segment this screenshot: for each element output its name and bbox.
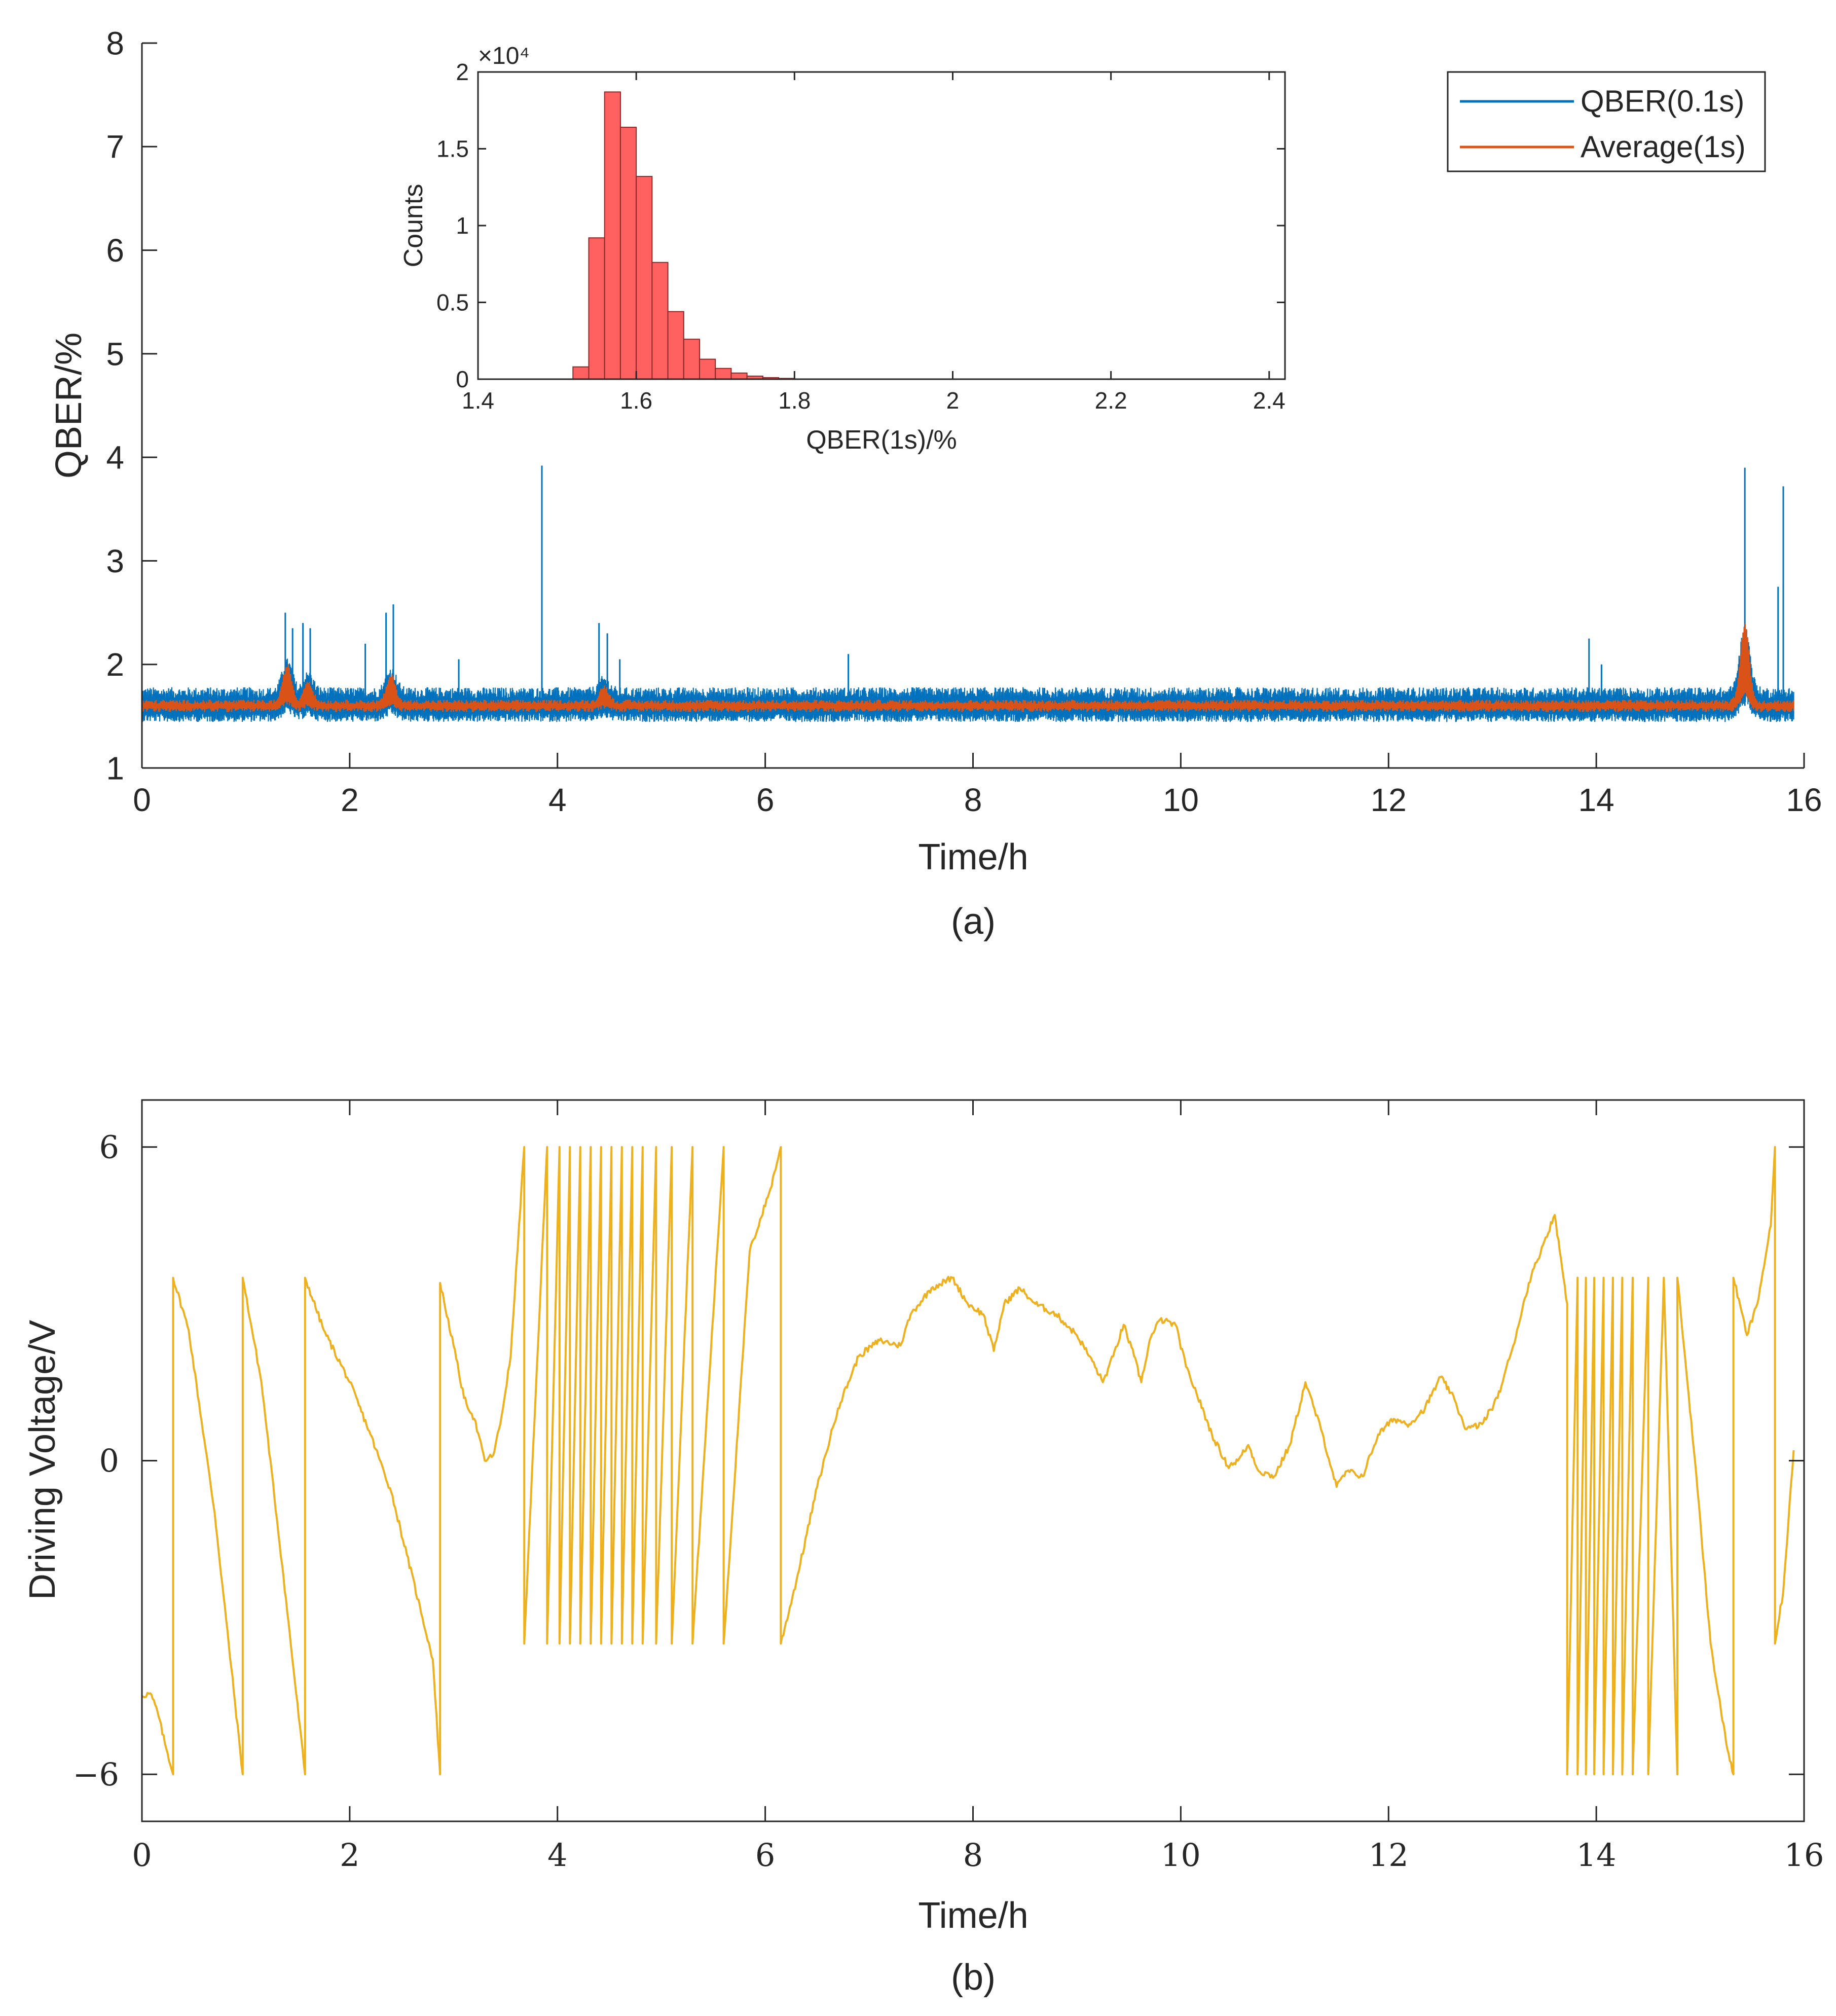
- panel-b-y-tick-label: −6: [73, 1756, 119, 1793]
- histogram-bar: [604, 91, 621, 380]
- panel-a-x-tick-label: 12: [1371, 782, 1407, 818]
- inset-y-axis-label: Counts: [399, 184, 428, 268]
- panel-a-y-tick-label: 6: [106, 232, 124, 269]
- panel-a-x-axis-label: Time/h: [918, 837, 1028, 877]
- histogram-bar: [572, 366, 590, 380]
- inset-y-tick-label: 0: [456, 366, 469, 392]
- panel-a-x-tick-label: 2: [341, 782, 359, 818]
- inset-x-tick-label: 1.4: [462, 387, 494, 414]
- average-series-line: [141, 624, 1794, 712]
- panel-b-x-axis-label: Time/h: [918, 1895, 1028, 1936]
- panel-b-series: [141, 1146, 1795, 1776]
- panel-a-x-tick-label: 8: [964, 782, 982, 818]
- histogram-bar: [588, 237, 605, 380]
- panel-a-y-tick-label: 8: [106, 25, 124, 61]
- panel-b-x-tick-label: 16: [1784, 1837, 1824, 1874]
- inset-y-tick-label: 1.5: [436, 136, 469, 162]
- panel-b-label: (b): [951, 1957, 996, 1998]
- panel-a-x-tick-label: 6: [756, 782, 775, 818]
- panel-a-y-tick-label: 5: [106, 336, 124, 372]
- panel-a-y-axis-label: QBER/%: [49, 333, 89, 479]
- histogram-bar: [683, 339, 701, 380]
- inset-x-tick-label: 2.2: [1095, 387, 1127, 414]
- histogram-bar: [667, 311, 684, 380]
- panel-a-y-tick-label: 1: [106, 750, 124, 786]
- histogram-bar: [699, 358, 716, 380]
- panel-b-x-tick-label: 8: [963, 1837, 983, 1874]
- histogram-bar: [651, 262, 669, 380]
- inset-x-axis-label: QBER(1s)/%: [806, 425, 957, 455]
- panel-a-y-tick-label: 4: [106, 439, 124, 476]
- histogram-bar: [715, 368, 732, 380]
- histogram-bar: [619, 127, 637, 380]
- inset-axes: 1.4 1.6 1.8 2 2.2 2.4 0 0.5 1 1.5 2: [436, 59, 1286, 414]
- panel-a-y-tick-label: 2: [106, 646, 124, 683]
- inset-y-multiplier: ×10⁴: [478, 43, 530, 69]
- panel-a-series: [141, 465, 1794, 722]
- legend-item-qber: QBER(0.1s): [1581, 84, 1744, 118]
- panel-b-y-tick-label: 0: [99, 1442, 119, 1479]
- panel-a-y-tick-label: 7: [106, 129, 124, 165]
- panel-b-x-tick-label: 14: [1576, 1837, 1617, 1874]
- panel-b-frame: [141, 1099, 1805, 1822]
- panel-b-x-tick-label: 0: [132, 1837, 152, 1874]
- panel-b-axes: 0 2 4 6 8 10 12 14 16 −6 0 6: [73, 1099, 1824, 1874]
- histogram-bar: [730, 372, 748, 380]
- legend-item-average: Average(1s): [1581, 130, 1746, 164]
- inset-histogram: 1.4 1.6 1.8 2 2.2 2.4 0 0.5 1 1.5 2 QBER(1s)/% Cou…: [399, 43, 1286, 455]
- panel-a-x-tick-label: 4: [548, 782, 567, 818]
- inset-y-tick-label: 0.5: [436, 289, 469, 316]
- panel-b-x-tick-label: 10: [1161, 1837, 1201, 1874]
- inset-x-tick-label: 1.8: [778, 387, 811, 414]
- inset-x-tick-label: 2: [946, 387, 960, 414]
- panel-a-x-tick-label: 0: [133, 782, 151, 818]
- panel-a-x-tick-label: 16: [1786, 782, 1822, 818]
- inset-x-tick-label: 1.6: [620, 387, 652, 414]
- panel-a-x-tick-label: 10: [1163, 782, 1199, 818]
- panel-b-x-tick-label: 6: [755, 1837, 775, 1874]
- panel-b-x-tick-label: 12: [1369, 1837, 1409, 1874]
- histogram-bar: [636, 176, 653, 380]
- voltage-series-line: [141, 1146, 1795, 1776]
- inset-y-tick-label: 2: [456, 59, 469, 85]
- panel-b-x-tick-label: 4: [547, 1837, 567, 1874]
- inset-y-tick-label: 1: [456, 212, 469, 239]
- panel-b-x-tick-label: 2: [340, 1837, 359, 1874]
- panel-a-x-tick-label: 14: [1578, 782, 1614, 818]
- panel-a-label: (a): [951, 901, 996, 942]
- inset-x-tick-label: 2.4: [1253, 387, 1286, 414]
- panel-b-y-tick-label: 6: [99, 1129, 119, 1166]
- panel-b: 0 2 4 6 8 10 12 14 16 −6 0 6 Time/h Driving Voltage…: [22, 1099, 1824, 1998]
- panel-b-y-axis-label: Driving Voltage/V: [22, 1320, 63, 1600]
- panel-a-y-tick-label: 3: [106, 543, 124, 579]
- legend: QBER(0.1s) Average(1s): [1447, 71, 1766, 172]
